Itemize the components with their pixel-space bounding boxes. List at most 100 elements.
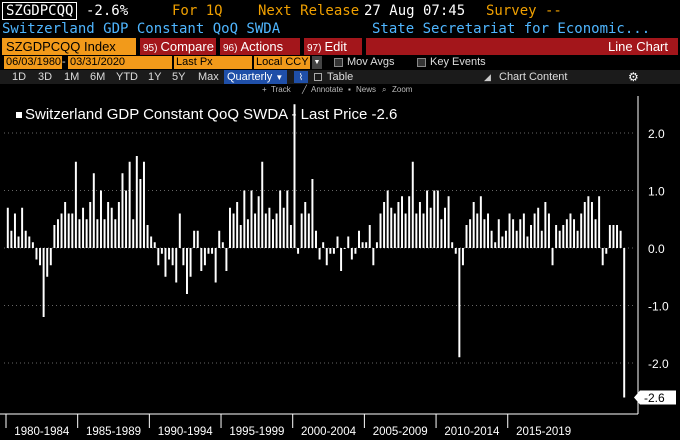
bar bbox=[540, 230, 543, 248]
bar bbox=[31, 242, 34, 248]
bar bbox=[146, 225, 149, 248]
edit-button[interactable]: 97)Edit ▼ bbox=[304, 38, 362, 72]
bar bbox=[469, 219, 472, 248]
bar bbox=[229, 207, 231, 248]
bar bbox=[322, 242, 325, 248]
field-selector[interactable]: Last Px bbox=[174, 56, 252, 69]
bar bbox=[383, 202, 386, 248]
bar bbox=[501, 236, 504, 248]
period-1y[interactable]: 1Y bbox=[148, 71, 162, 83]
bar bbox=[565, 219, 568, 248]
bar bbox=[551, 248, 554, 266]
period-1d[interactable]: 1D bbox=[12, 71, 27, 83]
bar bbox=[508, 213, 511, 248]
actions-button[interactable]: 96)Actions ▼ bbox=[220, 38, 300, 72]
period-1m[interactable]: 1M bbox=[64, 71, 80, 83]
bar bbox=[533, 213, 536, 248]
bar bbox=[404, 213, 407, 248]
line-chart-icon[interactable]: ⌇ bbox=[294, 71, 308, 83]
frequency-selector[interactable]: Quarterly ▼ bbox=[224, 70, 287, 84]
bar bbox=[250, 190, 253, 248]
period-3d[interactable]: 3D bbox=[38, 71, 53, 83]
bar bbox=[569, 213, 572, 248]
end-date-field[interactable]: 03/31/2020 bbox=[68, 56, 172, 69]
bar bbox=[354, 248, 357, 254]
bar bbox=[121, 173, 124, 248]
track-tool[interactable]: Track bbox=[271, 85, 291, 94]
bar bbox=[67, 213, 70, 248]
currency-selector[interactable]: Local CCY bbox=[254, 56, 310, 69]
key-events-checkbox[interactable] bbox=[417, 58, 426, 67]
chart-content-icon[interactable]: ◢ bbox=[484, 72, 491, 82]
settings-gear-icon[interactable]: ⚙ bbox=[628, 70, 639, 84]
start-date-field[interactable]: 06/03/1980 bbox=[4, 56, 62, 69]
bar bbox=[56, 219, 59, 248]
bar bbox=[415, 213, 418, 248]
period-bar: 1D 3D 1M 6M YTD 1Y 5Y Max Quarterly ▼ ⌇ … bbox=[0, 70, 680, 84]
edit-label: Edit bbox=[324, 39, 347, 54]
period-6m[interactable]: 6M bbox=[90, 71, 106, 83]
bar bbox=[336, 236, 339, 248]
bar bbox=[28, 236, 31, 248]
bar bbox=[418, 202, 421, 248]
bar bbox=[214, 248, 217, 283]
bar bbox=[465, 225, 468, 248]
next-release-label: Next Release bbox=[258, 3, 360, 19]
frequency-dropdown-icon: ▼ bbox=[275, 73, 284, 82]
bar bbox=[583, 202, 586, 248]
bar bbox=[483, 219, 486, 248]
ticker-field[interactable]: SZGDPCQQ bbox=[2, 2, 78, 20]
bar bbox=[254, 213, 257, 248]
bar bbox=[375, 242, 378, 248]
bar bbox=[311, 179, 314, 248]
chart-content-button[interactable]: Chart Content bbox=[499, 71, 568, 83]
period-label: For 1Q bbox=[172, 3, 223, 19]
bar bbox=[318, 248, 321, 260]
mov-avgs-checkbox[interactable] bbox=[334, 58, 343, 67]
period-max[interactable]: Max bbox=[198, 71, 219, 83]
x-tick-label: 1985-1989 bbox=[86, 426, 141, 438]
bar bbox=[436, 190, 439, 248]
bar bbox=[444, 207, 446, 248]
bar bbox=[623, 248, 626, 398]
zoom-tool[interactable]: Zoom bbox=[392, 85, 413, 94]
bar bbox=[429, 207, 432, 248]
track-icon[interactable]: + bbox=[262, 85, 267, 94]
bar bbox=[580, 213, 583, 248]
bar bbox=[246, 219, 249, 248]
bar-chart[interactable]: -2.0 -1.0 0.0 1.0 2.0 -2.6 1980-1984 1985-1989… bbox=[0, 96, 680, 440]
bar bbox=[497, 219, 500, 248]
annotate-icon[interactable]: ╱ bbox=[302, 85, 307, 94]
bar bbox=[275, 213, 278, 248]
news-tool[interactable]: News bbox=[356, 85, 377, 94]
bar bbox=[619, 230, 622, 248]
bar bbox=[110, 207, 113, 248]
compare-button[interactable]: 95) Compare bbox=[140, 38, 216, 55]
bar bbox=[261, 161, 264, 248]
table-icon[interactable] bbox=[314, 73, 322, 81]
zoom-icon[interactable]: ⌕ bbox=[382, 85, 387, 94]
bar bbox=[379, 213, 382, 248]
chart-area[interactable]: -2.0 -1.0 0.0 1.0 2.0 -2.6 1980-1984 1985-1989… bbox=[0, 96, 680, 440]
bar bbox=[411, 161, 414, 248]
table-button[interactable]: Table bbox=[327, 71, 354, 83]
currency-dropdown-icon[interactable]: ▼ bbox=[312, 56, 322, 69]
bar bbox=[243, 190, 246, 248]
chart-type-button[interactable]: Line Chart bbox=[366, 38, 678, 55]
bar bbox=[142, 161, 145, 248]
bar bbox=[53, 225, 56, 248]
news-icon[interactable]: ▪ bbox=[348, 85, 351, 94]
security-header: SZGDPCQQ -2.6% For 1Q Next Release 27 Au… bbox=[0, 0, 680, 20]
bar bbox=[221, 242, 224, 248]
period-5y[interactable]: 5Y bbox=[172, 71, 186, 83]
index-field[interactable]: SZGDPCQQ Index bbox=[2, 38, 136, 55]
bar bbox=[107, 202, 110, 248]
bar bbox=[232, 213, 235, 248]
security-description-bar: Switzerland GDP Constant QoQ SWDA State … bbox=[0, 20, 680, 38]
period-ytd[interactable]: YTD bbox=[116, 71, 138, 83]
annotate-tool[interactable]: Annotate bbox=[311, 85, 344, 94]
bar bbox=[447, 196, 450, 248]
bar bbox=[236, 202, 239, 248]
bar bbox=[35, 248, 38, 260]
bar bbox=[519, 219, 522, 248]
